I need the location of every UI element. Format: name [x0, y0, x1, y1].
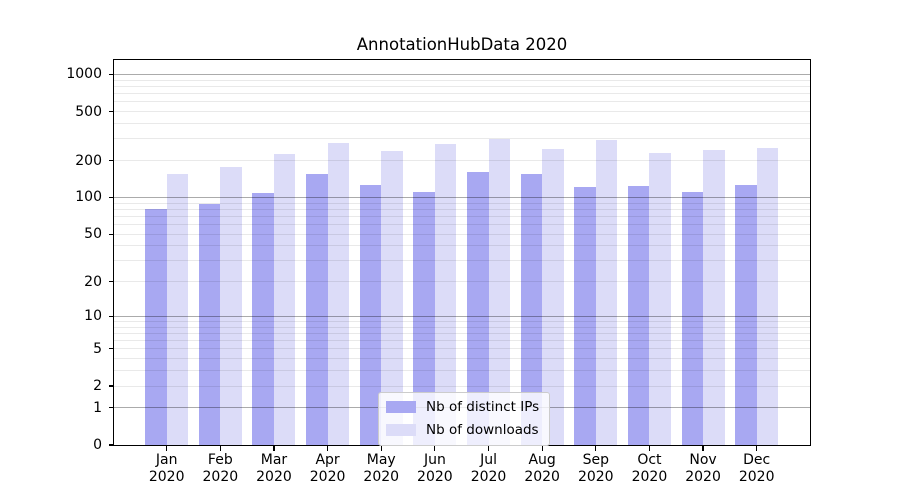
x-tick-label-4: May 2020 [363, 452, 400, 485]
bar-nb-of-downloads-may-2020 [381, 151, 403, 445]
y-tick-label-500: 500 [75, 103, 102, 120]
bar-nb-of-downloads-oct-2020 [649, 153, 671, 445]
x-tick-label-10: Nov 2020 [685, 452, 721, 485]
bar-nb-of-distinct-ips-nov-2020 [681, 191, 704, 445]
bar-nb-of-downloads-nov-2020 [703, 150, 725, 445]
x-tick-mark-6 [487, 445, 490, 451]
x-tick-mark-3 [327, 445, 329, 451]
y-tick-label-10: 10 [84, 308, 102, 325]
legend-label-distinct-ips: Nb of distinct IPs [426, 399, 540, 415]
legend-swatch-downloads [386, 424, 416, 436]
x-tick-label-8: Sep 2020 [577, 452, 614, 485]
bar-nb-of-distinct-ips-dec-2020 [735, 185, 757, 445]
x-tick-label-6: Jul 2020 [470, 452, 507, 485]
x-tick-mark-0 [166, 445, 168, 451]
bar-nb-of-distinct-ips-mar-2020 [252, 193, 274, 445]
x-tick-mark-11 [756, 445, 758, 451]
bar-nb-of-downloads-mar-2020 [273, 154, 296, 445]
bar-nb-of-distinct-ips-jun-2020 [413, 192, 435, 445]
x-tick-mark-2 [273, 445, 275, 451]
y-tick-label-200: 200 [75, 152, 102, 169]
y-tick-mark-100 [108, 196, 114, 199]
bar-nb-of-downloads-jun-2020 [434, 143, 457, 445]
y-tick-mark-0 [108, 444, 114, 446]
legend-label-downloads: Nb of downloads [426, 422, 539, 438]
bar-nb-of-distinct-ips-jul-2020 [467, 171, 489, 445]
y-tick-label-1: 1 [93, 399, 102, 416]
legend: Nb of distinct IPs Nb of downloads [378, 392, 551, 446]
y-tick-mark-1 [108, 407, 114, 409]
y-tick-mark-200 [108, 159, 114, 162]
plot-area: Nb of distinct IPs Nb of downloads [112, 58, 811, 446]
x-tick-mark-9 [648, 445, 650, 451]
bar-nb-of-downloads-sep-2020 [595, 140, 618, 445]
x-tick-mark-8 [595, 445, 597, 451]
legend-item-distinct-ips: Nb of distinct IPs [386, 399, 539, 415]
x-tick-label-5: Jun 2020 [417, 452, 453, 485]
bars-layer [114, 60, 810, 445]
bar-nb-of-distinct-ips-aug-2020 [520, 173, 543, 445]
x-tick-label-9: Oct 2020 [631, 452, 668, 485]
x-tick-label-11: Dec 2020 [738, 452, 775, 485]
y-tick-label-20: 20 [84, 273, 102, 290]
x-tick-label-0: Jan 2020 [148, 452, 185, 485]
y-tick-mark-2 [108, 385, 114, 387]
x-tick-mark-10 [702, 445, 704, 451]
bar-nb-of-distinct-ips-may-2020 [359, 185, 382, 445]
x-tick-mark-4 [380, 445, 382, 451]
legend-swatch-distinct-ips [386, 401, 416, 413]
chart-title: AnnotationHubData 2020 [356, 35, 568, 54]
bar-nb-of-distinct-ips-oct-2020 [627, 186, 650, 445]
x-tick-label-3: Apr 2020 [309, 452, 346, 485]
y-tick-mark-10 [108, 315, 114, 317]
y-tick-label-5: 5 [93, 340, 102, 357]
x-tick-label-2: Mar 2020 [256, 452, 292, 485]
y-tick-label-0: 0 [93, 437, 102, 453]
x-tick-mark-5 [434, 445, 436, 451]
bar-nb-of-downloads-jan-2020 [166, 174, 189, 445]
y-tick-label-2: 2 [93, 378, 102, 395]
bar-nb-of-downloads-feb-2020 [220, 166, 242, 445]
bar-nb-of-downloads-aug-2020 [542, 148, 564, 445]
bar-nb-of-distinct-ips-jan-2020 [145, 209, 167, 445]
bar-nb-of-distinct-ips-apr-2020 [306, 173, 328, 445]
bar-nb-of-distinct-ips-sep-2020 [574, 186, 596, 445]
bar-nb-of-downloads-apr-2020 [327, 142, 350, 445]
x-tick-mark-7 [541, 445, 543, 451]
y-tick-label-100: 100 [75, 189, 102, 206]
y-tick-mark-50 [108, 233, 114, 235]
x-tick-mark-1 [219, 445, 221, 451]
y-tick-mark-1000 [108, 73, 114, 76]
legend-item-downloads: Nb of downloads [386, 422, 539, 438]
y-tick-label-50: 50 [84, 226, 102, 243]
bar-nb-of-distinct-ips-feb-2020 [198, 203, 221, 445]
y-tick-label-1000: 1000 [66, 66, 102, 83]
y-tick-mark-5 [108, 348, 114, 350]
bar-nb-of-downloads-dec-2020 [756, 148, 779, 445]
y-tick-mark-20 [108, 281, 114, 283]
x-tick-label-1: Feb 2020 [202, 452, 239, 485]
x-tick-label-7: Aug 2020 [524, 452, 560, 485]
y-tick-mark-500 [108, 110, 114, 113]
bar-nb-of-downloads-jul-2020 [488, 139, 511, 445]
